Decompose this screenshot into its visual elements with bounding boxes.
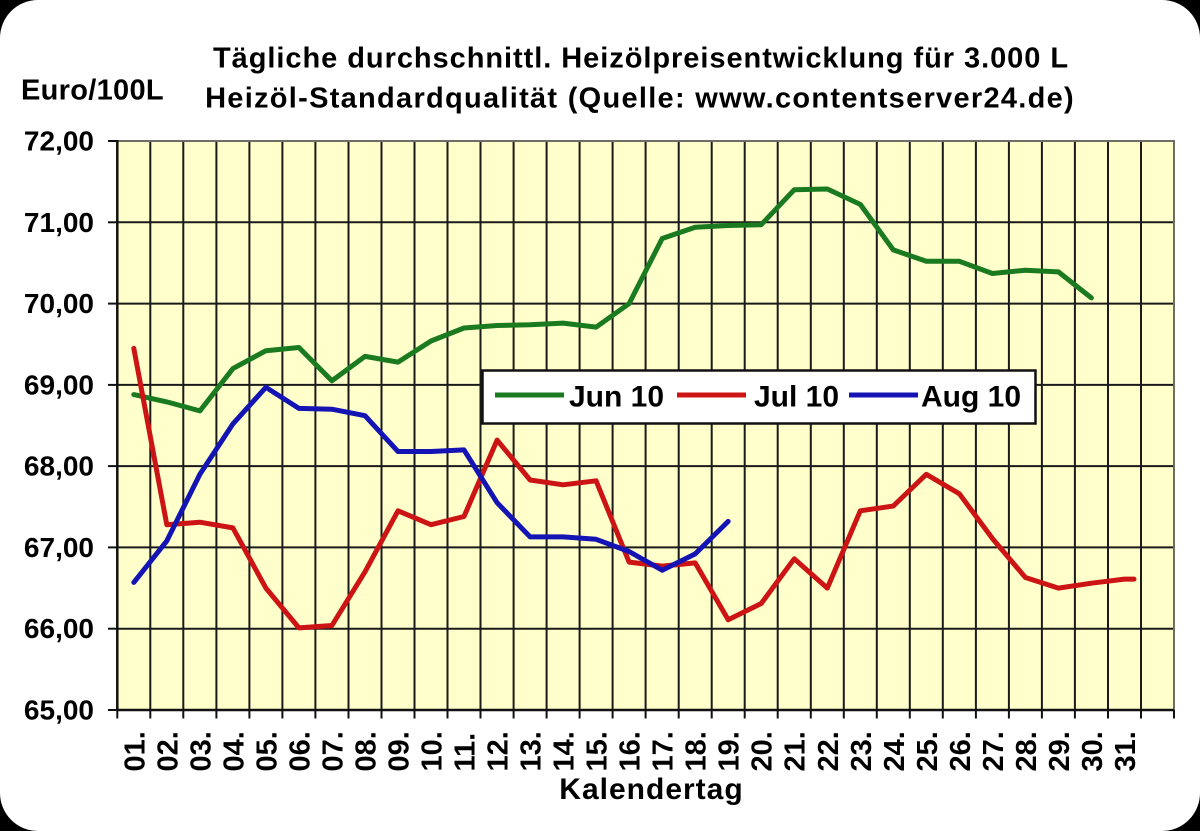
svg-text:Euro/100L: Euro/100L (21, 75, 164, 107)
svg-text:Aug 10: Aug 10 (921, 381, 1021, 414)
svg-text:70,00: 70,00 (24, 288, 94, 319)
svg-text:65,00: 65,00 (24, 695, 94, 726)
svg-text:Tägliche durchschnittl. Heizöl: Tägliche durchschnittl. Heizölpreisentwi… (213, 43, 1069, 75)
svg-text:71,00: 71,00 (24, 207, 94, 238)
svg-text:04.: 04. (218, 731, 250, 771)
svg-text:06.: 06. (284, 731, 316, 771)
svg-text:07.: 07. (317, 731, 349, 771)
svg-text:12.: 12. (483, 731, 515, 771)
svg-text:Jul 10: Jul 10 (754, 381, 839, 414)
svg-text:28.: 28. (1011, 731, 1043, 771)
svg-text:24.: 24. (879, 731, 911, 771)
svg-text:11.: 11. (450, 733, 482, 772)
svg-text:67,00: 67,00 (24, 532, 94, 563)
svg-text:19.: 19. (714, 731, 746, 771)
svg-text:02.: 02. (152, 731, 184, 771)
svg-text:21.: 21. (780, 731, 812, 771)
svg-text:Kalendertag: Kalendertag (559, 773, 743, 806)
svg-text:25.: 25. (912, 731, 944, 771)
svg-text:30.: 30. (1077, 731, 1109, 771)
svg-text:14.: 14. (549, 731, 581, 771)
svg-text:68,00: 68,00 (24, 451, 94, 482)
svg-text:66,00: 66,00 (24, 613, 94, 644)
svg-text:Heizöl-Standardqualität (Quell: Heizöl-Standardqualität (Quelle: www.con… (205, 83, 1075, 115)
svg-text:26.: 26. (945, 731, 977, 771)
svg-text:29.: 29. (1044, 731, 1076, 771)
svg-text:16.: 16. (615, 731, 647, 771)
svg-text:13.: 13. (516, 731, 548, 771)
svg-text:01.: 01. (119, 731, 151, 771)
svg-text:20.: 20. (747, 731, 779, 771)
svg-text:05.: 05. (251, 731, 283, 771)
svg-text:17.: 17. (648, 731, 680, 771)
svg-text:09.: 09. (384, 731, 416, 771)
svg-text:10.: 10. (417, 731, 449, 771)
svg-text:72,00: 72,00 (24, 126, 94, 157)
svg-text:18.: 18. (681, 731, 713, 771)
svg-text:22.: 22. (813, 731, 845, 771)
svg-text:15.: 15. (582, 731, 614, 771)
svg-text:08.: 08. (351, 731, 383, 771)
svg-text:Jun 10: Jun 10 (569, 381, 664, 414)
svg-text:23.: 23. (846, 731, 878, 771)
svg-text:31.: 31. (1110, 731, 1142, 771)
svg-text:69,00: 69,00 (24, 369, 94, 400)
svg-text:27.: 27. (978, 731, 1010, 771)
svg-text:03.: 03. (185, 731, 217, 771)
